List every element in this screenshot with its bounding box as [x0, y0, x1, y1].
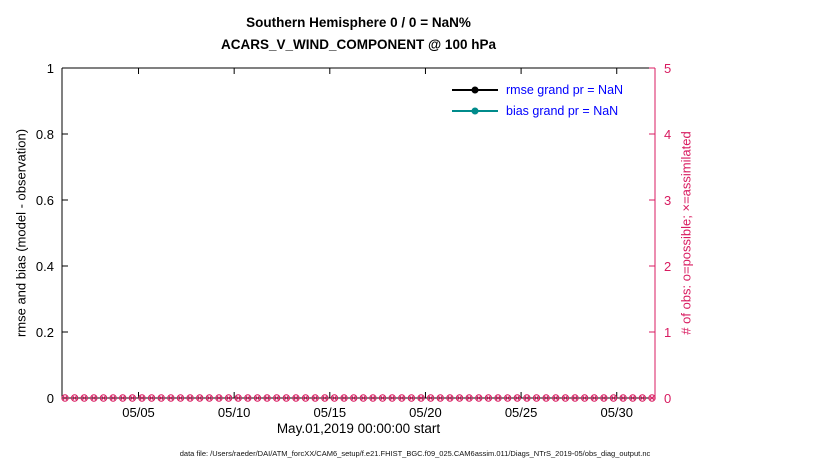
possible-obs-marker [80, 394, 88, 402]
possible-obs-marker [532, 394, 541, 402]
chart-title-line1: Southern Hemisphere 0 / 0 = NaN% [246, 15, 471, 30]
possible-obs-marker [561, 394, 570, 402]
x-tick-label: 05/30 [600, 405, 634, 420]
possible-obs-marker [340, 394, 348, 402]
legend-marker-dot [471, 107, 479, 114]
chart-title-line2: ACARS_V_WIND_COMPONENT @ 100 hPa [221, 37, 496, 53]
possible-obs-marker [388, 394, 396, 402]
possible-obs-marker [398, 394, 406, 402]
possible-obs-marker [253, 394, 262, 402]
possible-obs-marker [70, 394, 79, 402]
left-axis-label: rmse and bias (model - observation) [13, 128, 29, 338]
possible-obs-marker [311, 394, 319, 402]
possible-obs-marker [619, 394, 627, 402]
possible-obs-marker [138, 394, 146, 402]
data-file-path: data file: /Users/raeder/DAI/ATM_forcXX/… [179, 449, 651, 458]
possible-obs-marker [292, 394, 300, 402]
x-tick-label: 05/10 [217, 405, 251, 420]
possible-obs-marker [455, 394, 464, 402]
possible-obs-marker [446, 394, 454, 402]
possible-obs-marker [224, 394, 233, 402]
possible-obs-marker [349, 394, 358, 402]
possible-obs-marker [186, 394, 194, 402]
possible-obs-marker [552, 394, 560, 402]
legend-line-sample [452, 86, 498, 93]
possible-obs-marker [301, 394, 310, 402]
possible-obs-marker [609, 394, 618, 402]
possible-obs-marker [61, 394, 69, 402]
left-y-tick-label: 0.6 [35, 193, 54, 208]
right-y-tick-label: 4 [664, 127, 672, 142]
possible-obs-marker [282, 394, 291, 402]
possible-obs-marker [234, 394, 242, 402]
possible-obs-marker [128, 394, 137, 402]
possible-obs-marker [600, 394, 608, 402]
possible-obs-marker [436, 394, 444, 402]
left-y-tick-label: 0.2 [35, 325, 54, 340]
possible-obs-marker [629, 394, 637, 402]
legend: rmse grand pr = NaN bias grand pr = NaN [452, 79, 623, 121]
x-tick-label: 05/15 [313, 405, 347, 420]
possible-obs-marker [475, 394, 483, 402]
possible-obs-marker [205, 394, 214, 402]
possible-obs-marker [378, 394, 387, 402]
possible-obs-marker [513, 394, 521, 402]
possible-obs-marker [321, 394, 329, 402]
legend-line-sample [452, 107, 498, 114]
x-axis-label: May.01,2019 00:00:00 start [276, 421, 441, 436]
possible-obs-marker [99, 394, 108, 402]
right-y-tick-label: 5 [664, 61, 672, 76]
possible-obs-marker [167, 394, 175, 402]
possible-obs-marker [580, 394, 589, 402]
legend-label: rmse grand pr = NaN [506, 82, 624, 97]
possible-obs-marker [590, 394, 598, 402]
possible-obs-marker [407, 394, 416, 402]
possible-obs-marker [90, 394, 98, 402]
possible-obs-marker [417, 394, 425, 402]
possible-obs-marker [523, 394, 531, 402]
chart-title: Southern Hemisphere 0 / 0 = NaN% ACARS_V… [62, 12, 655, 57]
possible-obs-marker [369, 394, 377, 402]
left-y-tick-label: 0 [46, 391, 54, 406]
left-y-tick-label: 0.4 [35, 259, 54, 274]
right-y-tick-label: 2 [664, 259, 672, 274]
x-tick-label: 05/05 [122, 405, 155, 420]
possible-obs-marker [571, 394, 579, 402]
possible-obs-marker [465, 394, 473, 402]
left-y-tick-label: 1 [46, 61, 54, 76]
x-tick-label: 05/25 [504, 405, 538, 420]
possible-obs-marker [263, 394, 271, 402]
possible-obs-marker [196, 394, 204, 402]
right-y-tick-label: 3 [664, 193, 672, 208]
possible-obs-marker [176, 394, 185, 402]
possible-obs-marker [244, 394, 252, 402]
left-y-tick-label: 0.8 [35, 127, 54, 142]
possible-obs-marker [157, 394, 165, 402]
possible-obs-marker [638, 394, 647, 402]
right-y-tick-label: 0 [664, 391, 672, 406]
possible-obs-marker [119, 394, 127, 402]
possible-obs-marker [494, 394, 502, 402]
possible-obs-marker [330, 394, 339, 402]
possible-obs-marker [273, 394, 281, 402]
right-y-tick-label: 1 [664, 325, 672, 340]
possible-obs-marker [359, 394, 368, 402]
legend-label: bias grand pr = NaN [506, 103, 619, 118]
possible-obs-marker [215, 394, 223, 402]
possible-obs-marker [109, 394, 117, 402]
legend-entry: rmse grand pr = NaN [452, 79, 623, 100]
legend-marker-dot [471, 86, 479, 93]
x-tick-label: 05/20 [409, 405, 442, 420]
possible-obs-marker [147, 394, 156, 402]
possible-obs-marker [648, 394, 656, 402]
right-axis-label: # of obs: o=possible; ×=assimilated [678, 131, 694, 335]
possible-obs-marker [484, 394, 493, 402]
legend-entry: bias grand pr = NaN [452, 100, 623, 121]
possible-obs-marker [426, 394, 435, 402]
possible-obs-marker [542, 394, 550, 402]
possible-obs-marker [503, 394, 512, 402]
